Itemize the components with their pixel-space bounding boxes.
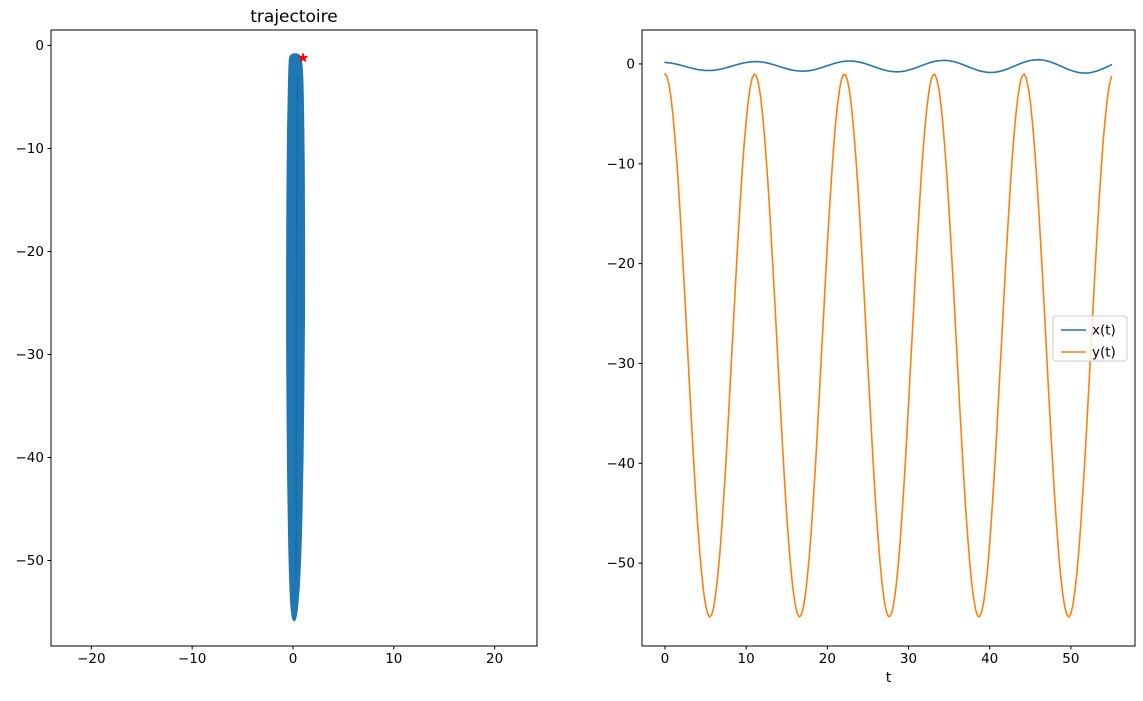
legend-label: y(t) <box>1092 345 1116 361</box>
x-tick-label: 20 <box>486 651 503 667</box>
x-tick-label: 50 <box>1062 651 1079 667</box>
timeseries-plot-series <box>664 58 1113 618</box>
x-tick-label: 0 <box>661 651 670 667</box>
trajectory-plot-x-axis: −20 −10 0 10 20 <box>77 646 503 667</box>
y-tick-label: −50 <box>607 556 636 572</box>
x-axis-label: t <box>886 670 892 686</box>
timeseries-plot-y-axis: 0 −10 −20 −30 −40 −50 <box>607 56 642 572</box>
red-star-marker <box>298 52 308 62</box>
x-tick-label: 20 <box>819 651 836 667</box>
x-tick-label: 0 <box>289 651 298 667</box>
y-tick-label: 0 <box>626 56 635 72</box>
trajectory-plot: −20 −10 0 10 20 0 −10 −20 −30 −40 −50 trajectoire <box>16 7 538 667</box>
y-tick-label: −20 <box>607 256 636 272</box>
y-tick-label: 0 <box>35 38 44 54</box>
trajectory-plot-y-axis: 0 −10 −20 −30 −40 −50 <box>16 38 51 569</box>
y-tick-label: −40 <box>607 456 636 472</box>
y-tick-label: −20 <box>16 244 45 260</box>
legend: x(t) y(t) <box>1052 315 1128 362</box>
y-tick-label: −30 <box>16 347 45 363</box>
x-tick-label: 40 <box>981 651 998 667</box>
series-x-t <box>664 58 1113 74</box>
y-tick-label: −10 <box>16 141 45 157</box>
series-y-t <box>664 73 1113 618</box>
x-tick-label: 30 <box>900 651 917 667</box>
trajectory-plot-frame <box>50 29 538 647</box>
timeseries-plot-x-axis: 0 10 20 30 40 50 <box>661 646 1079 667</box>
x-tick-label: −10 <box>178 651 207 667</box>
x-tick-label: 10 <box>738 651 755 667</box>
y-tick-label: −40 <box>16 450 45 466</box>
x-tick-label: −20 <box>77 651 106 667</box>
plot-title: trajectoire <box>250 7 337 27</box>
trajectory-plot-series <box>286 52 308 622</box>
y-tick-label: −10 <box>607 156 636 172</box>
legend-label: x(t) <box>1092 323 1116 339</box>
legend-box <box>1052 315 1128 362</box>
x-tick-label: 10 <box>385 651 402 667</box>
series-overlap-streak <box>295 76 299 582</box>
y-tick-label: −50 <box>16 553 45 569</box>
y-tick-label: −30 <box>607 356 636 372</box>
timeseries-plot: 0 10 20 30 40 50 0 −10 −20 −30 −40 −50 t x(t) y(t) <box>607 29 1136 686</box>
timeseries-plot-frame <box>641 29 1136 647</box>
